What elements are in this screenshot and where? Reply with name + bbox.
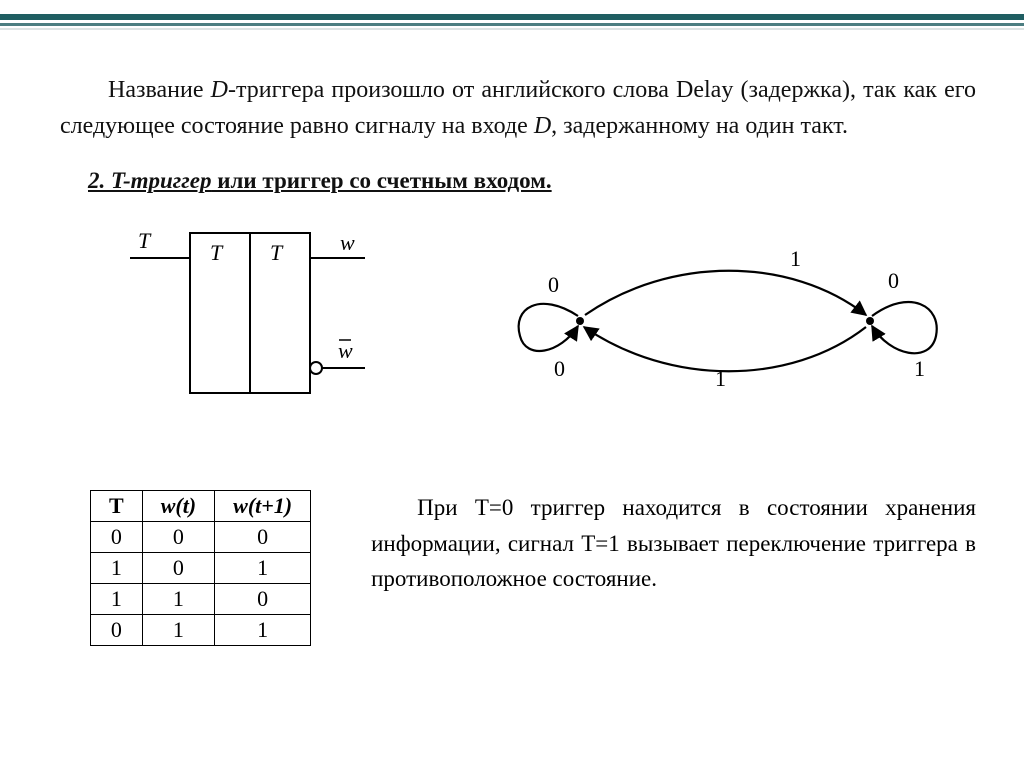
state-left-label: 0 (548, 272, 559, 297)
table-cell: 0 (215, 584, 311, 615)
state-self-left-label: 0 (554, 356, 565, 381)
table-cell: 1 (91, 584, 143, 615)
header-rule (0, 14, 1024, 32)
diagram-row: T T T w w (60, 218, 976, 418)
heading-lead: 2. T-триггер (88, 168, 211, 193)
table-cell: 1 (91, 553, 143, 584)
col-wt1: w(t+1) (215, 491, 311, 522)
table-cell: 0 (91, 522, 143, 553)
state-self-right-label: 1 (914, 356, 925, 381)
table-cell: 1 (142, 615, 214, 646)
table-row: 101 (91, 553, 311, 584)
output-w: w (340, 230, 355, 255)
italic-D: D (534, 113, 551, 139)
heading-rest: или триггер со счетным входом. (211, 168, 551, 193)
table-cell: 0 (142, 553, 214, 584)
table-cell: 0 (215, 522, 311, 553)
section-heading-t-trigger: 2. T-триггер или триггер со счетным вход… (88, 168, 976, 194)
col-T: T (91, 491, 143, 522)
text: , задержанному на один такт. (551, 113, 848, 139)
truth-table-body: 000101110011 (91, 522, 311, 646)
paragraph-d-trigger: Название D-триггера произошло от английс… (60, 72, 976, 144)
input-label: T (138, 228, 152, 253)
state-transition-graph: 0 0 0 1 1 1 (490, 236, 950, 406)
state-right-label: 0 (888, 268, 899, 293)
table-row: 011 (91, 615, 311, 646)
bottom-row: T w(t) w(t+1) 000101110011 При T=0 тригг… (60, 490, 976, 646)
output-w-bar: w (338, 338, 353, 363)
edge-top-label: 1 (790, 246, 801, 271)
table-cell: 1 (215, 615, 311, 646)
t-trigger-schematic: T T T w w (130, 218, 390, 408)
table-cell: 1 (142, 584, 214, 615)
paragraph-t-behavior: При T=0 триггер находится в состоянии хр… (371, 490, 976, 597)
text: Название (108, 77, 211, 103)
inner-left-label: T (210, 240, 224, 265)
edge-bottom-label: 1 (715, 366, 726, 391)
table-row: 110 (91, 584, 311, 615)
italic-D: D (211, 77, 228, 103)
slide-content: Название D-триггера произошло от английс… (60, 72, 976, 438)
table-cell: 1 (215, 553, 311, 584)
inner-right-label: T (270, 240, 284, 265)
table-cell: 0 (91, 615, 143, 646)
truth-table: T w(t) w(t+1) 000101110011 (90, 490, 311, 646)
table-row: 000 (91, 522, 311, 553)
table-cell: 0 (142, 522, 214, 553)
col-wt: w(t) (142, 491, 214, 522)
